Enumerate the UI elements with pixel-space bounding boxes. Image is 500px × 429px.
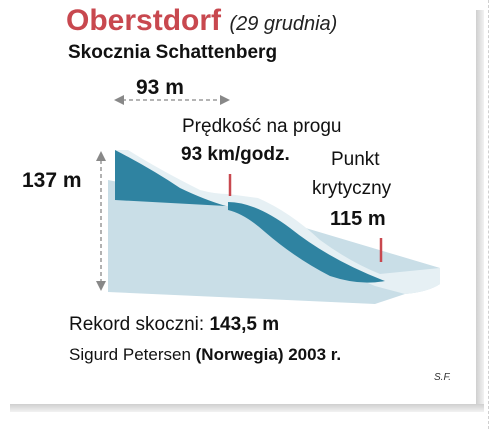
height-label: 137 m [22, 169, 82, 192]
title-date: (29 grudnia) [229, 13, 338, 35]
inrun-track [115, 150, 226, 206]
record-line: Rekord skoczni: 143,5 m [69, 314, 279, 336]
width-arrow [114, 95, 230, 105]
record-holder-name: Sigurd Petersen [69, 345, 191, 364]
record-label: Rekord skoczni: [69, 314, 205, 335]
title-city: Oberstdorf [66, 4, 222, 37]
credit: S.F. [434, 372, 452, 383]
height-arrow [96, 151, 106, 291]
record-holder-country: (Norwegia) 2003 r. [195, 345, 342, 364]
k-point-label-line2: krytyczny [312, 178, 392, 199]
landing-track [228, 202, 385, 283]
page-edge-rule [488, 0, 500, 429]
panel-shadow-bottom [10, 404, 484, 412]
takeoff-speed-value: 93 km/godz. [181, 144, 290, 165]
record-holder-line: Sigurd Petersen (Norwegia) 2003 r. [69, 345, 341, 365]
subtitle: Skocznia Schattenberg [68, 42, 278, 63]
k-point-value: 115 m [330, 208, 386, 230]
width-label: 93 m [136, 76, 184, 99]
record-value: 143,5 m [209, 314, 280, 335]
panel-shadow-right [476, 10, 484, 412]
k-point-label-line1: Punkt [331, 149, 380, 170]
title: Oberstdorf (29 grudnia) [66, 4, 337, 38]
takeoff-speed-label: Prędkość na progu [182, 116, 342, 137]
